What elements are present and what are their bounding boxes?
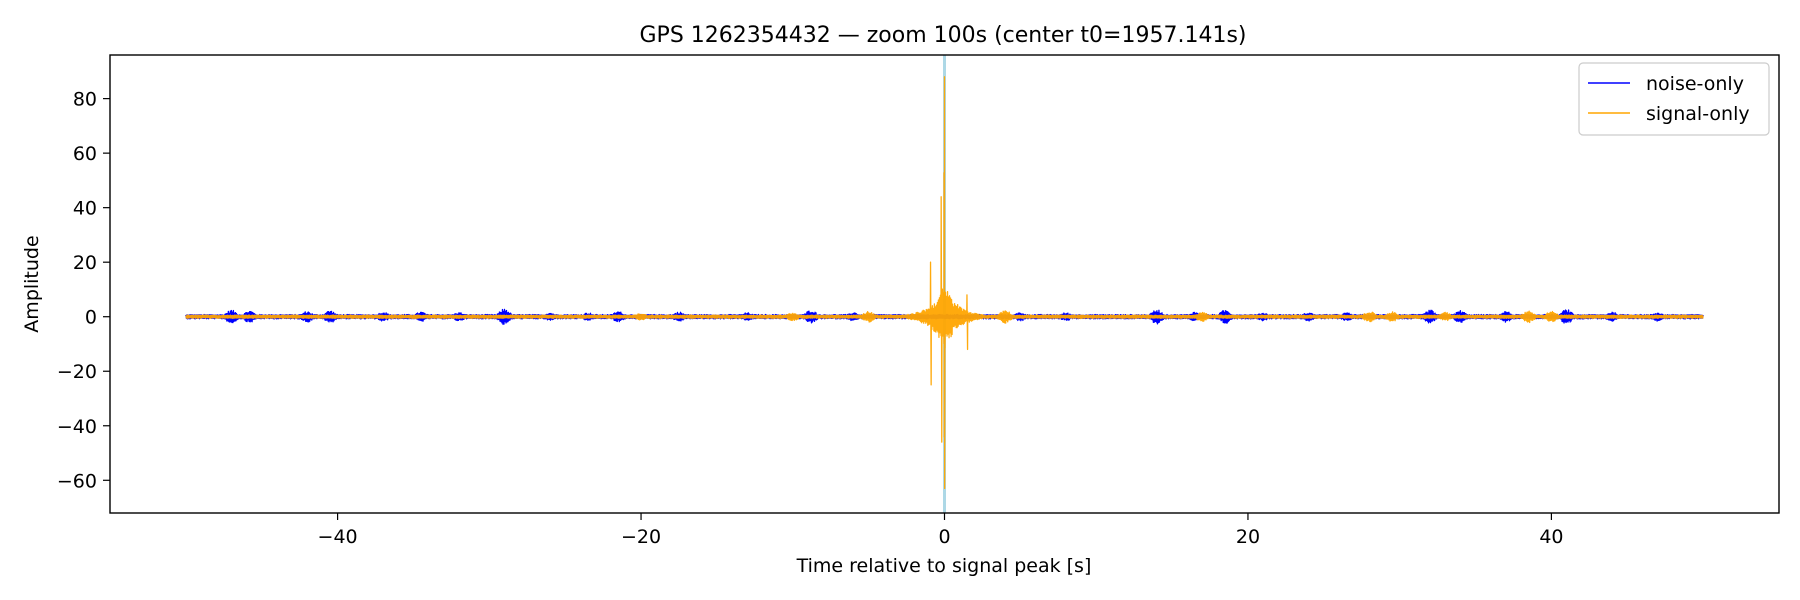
plot-area [185, 55, 1704, 513]
legend-box [1578, 62, 1770, 136]
x-tick-label: 20 [1236, 526, 1260, 548]
y-axis: −60 −40 −20 0 20 40 60 80 [57, 89, 110, 492]
x-tick-label: −20 [621, 526, 661, 548]
y-axis-label: Amplitude [21, 235, 43, 332]
legend-label-signal-only: signal-only [1646, 103, 1750, 125]
legend-label-noise-only: noise-only [1646, 73, 1744, 95]
x-axis-label: Time relative to signal peak [s] [796, 555, 1092, 577]
x-tick-label: 0 [938, 526, 950, 548]
legend: noise-only signal-only [1578, 62, 1770, 136]
x-tick-label: −40 [318, 526, 358, 548]
y-tick-label: 60 [73, 143, 97, 165]
y-tick-label: 0 [85, 307, 97, 329]
y-tick-label: 20 [73, 252, 97, 274]
series-layer [185, 76, 1704, 490]
y-tick-label: −40 [57, 416, 97, 438]
x-axis: −40 −20 0 20 40 [318, 513, 1564, 548]
y-tick-label: −20 [57, 361, 97, 383]
y-tick-label: 40 [73, 198, 97, 220]
chart-title: GPS 1262354432 — zoom 100s (center t0=19… [640, 23, 1247, 48]
x-tick-label: 40 [1539, 526, 1563, 548]
series-line-signal-only [185, 76, 1704, 490]
y-tick-label: −60 [57, 470, 97, 492]
y-tick-label: 80 [73, 89, 97, 111]
